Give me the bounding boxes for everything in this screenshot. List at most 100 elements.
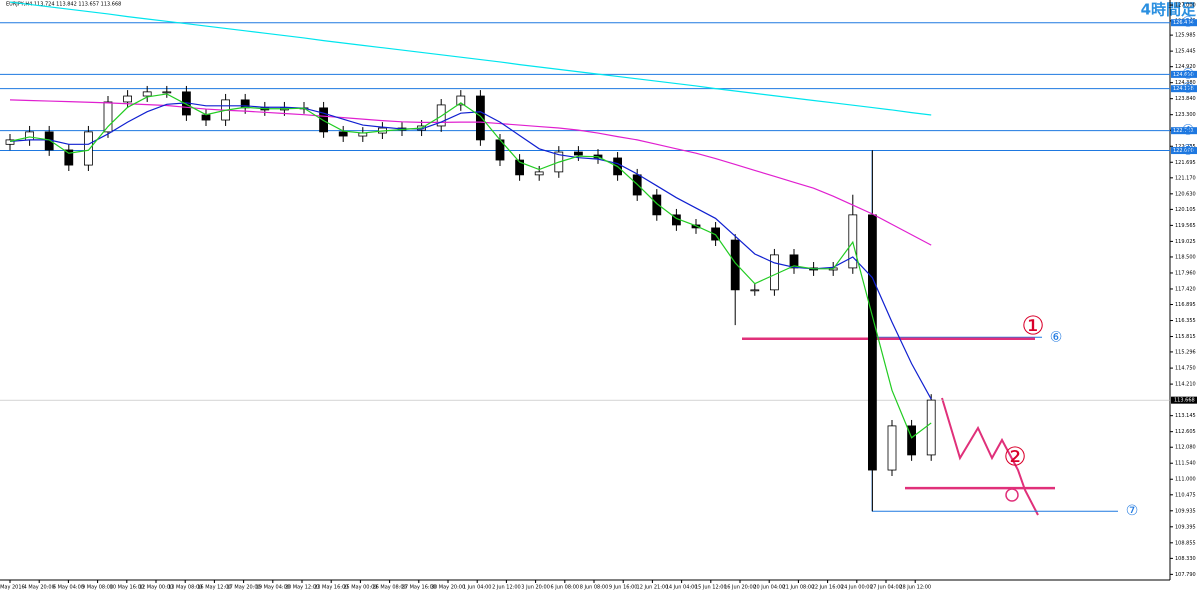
ma-line bbox=[9, 93, 932, 439]
level-label-box bbox=[1171, 70, 1197, 78]
candle-body bbox=[770, 254, 779, 291]
candle-body bbox=[515, 159, 524, 176]
x-tick-label: 28 Jun 12:00 bbox=[899, 585, 931, 591]
last-price-box bbox=[1171, 396, 1197, 404]
candle-body bbox=[240, 99, 250, 109]
x-tick-label: 20 May 12:00 bbox=[285, 585, 319, 591]
candle-body bbox=[475, 95, 485, 141]
y-tick-label: 125.445 bbox=[1175, 49, 1196, 55]
x-tick-label: 16 May 12:00 bbox=[197, 585, 231, 591]
x-tick-label: 14 Jun 04:00 bbox=[666, 585, 698, 591]
level-label: 124.660 bbox=[1173, 72, 1194, 78]
y-tick-label: 112.080 bbox=[1175, 445, 1196, 451]
candle-body bbox=[926, 399, 936, 456]
candle-body bbox=[534, 171, 544, 176]
y-tick-label: 112.605 bbox=[1175, 429, 1196, 435]
x-tick-label: 21 Jun 08:00 bbox=[783, 585, 815, 591]
candle-body bbox=[711, 227, 720, 241]
candle-body bbox=[162, 91, 172, 94]
level-label-box bbox=[1171, 85, 1197, 93]
candle-body bbox=[750, 289, 760, 292]
candle-body bbox=[84, 131, 93, 166]
level-label: 126.404 bbox=[1173, 20, 1194, 26]
x-tick-label: 8 Jun 08:00 bbox=[580, 585, 609, 591]
candle-body bbox=[201, 114, 211, 121]
y-tick-label: 117.960 bbox=[1175, 270, 1196, 276]
x-tick-label: 3 Jun 20:00 bbox=[521, 585, 550, 591]
candle-body bbox=[5, 139, 15, 145]
y-tick-label: 111.540 bbox=[1175, 461, 1196, 467]
level-label-box bbox=[1171, 19, 1197, 27]
candle-body bbox=[730, 239, 740, 291]
y-tick-label: 119.565 bbox=[1175, 223, 1196, 229]
candle-body bbox=[652, 194, 662, 216]
level-label: 122.090 bbox=[1173, 148, 1194, 154]
y-tick-label: 117.420 bbox=[1175, 286, 1196, 292]
x-tick-label: 9 Jun 16:00 bbox=[609, 585, 638, 591]
timeframe-title: 4時間足 bbox=[1141, 1, 1197, 19]
candle-body bbox=[25, 131, 35, 141]
x-tick-label: 3 May 2016 bbox=[0, 585, 25, 591]
y-tick-label: 124.380 bbox=[1175, 80, 1196, 86]
x-tick-label: 22 Jun 16:00 bbox=[812, 585, 844, 591]
ma-line bbox=[9, 1, 932, 116]
x-tick-label: 30 May 20:00 bbox=[431, 585, 465, 591]
candle-body bbox=[142, 91, 152, 97]
x-tick-label: 23 May 16:00 bbox=[314, 585, 348, 591]
x-tick-label: 25 May 00:00 bbox=[343, 585, 377, 591]
y-tick-label: 127.000 bbox=[1175, 3, 1196, 9]
level-marker: ⑥ bbox=[1050, 329, 1063, 345]
candle-body bbox=[907, 425, 916, 456]
y-tick-label: 109.935 bbox=[1175, 508, 1196, 514]
x-tick-label: 4 May 20:00 bbox=[24, 585, 55, 591]
x-tick-label: 12 May 00:00 bbox=[139, 585, 173, 591]
candle-body bbox=[887, 425, 897, 471]
y-tick-label: 109.395 bbox=[1175, 524, 1196, 530]
y-tick-label: 108.330 bbox=[1175, 556, 1196, 562]
y-tick-label: 115.296 bbox=[1175, 349, 1196, 355]
candle-body bbox=[338, 131, 348, 137]
x-tick-label: 1 Jun 04:00 bbox=[463, 585, 492, 591]
candle-body bbox=[64, 149, 74, 166]
y-tick-label: 121.170 bbox=[1175, 175, 1196, 181]
header: EURJPY,H4 113.724 113.842 113.657 113.66… bbox=[6, 2, 121, 8]
x-tick-label: 6 May 04:00 bbox=[53, 585, 84, 591]
x-tick-label: 10 May 16:00 bbox=[110, 585, 144, 591]
candle-body bbox=[574, 151, 583, 156]
y-tick-label: 116.355 bbox=[1175, 318, 1196, 324]
x-tick-label: 26 May 08:00 bbox=[372, 585, 406, 591]
y-tick-label: 110.475 bbox=[1175, 492, 1196, 498]
x-tick-label: 16 Jun 20:00 bbox=[724, 585, 756, 591]
x-tick-label: 12 Jun 21:00 bbox=[637, 585, 669, 591]
last-price-label: 113.668 bbox=[1174, 398, 1195, 404]
zigzag-drawing bbox=[941, 397, 1039, 516]
level-marker: ① bbox=[1182, 15, 1195, 31]
y-tick-label: 120.630 bbox=[1175, 191, 1196, 197]
y-tick-label: 124.920 bbox=[1175, 64, 1196, 70]
x-tick-label: 19 May 04:00 bbox=[256, 585, 290, 591]
x-tick-label: 17 May 20:00 bbox=[226, 585, 260, 591]
y-tick-label: 119.025 bbox=[1175, 239, 1196, 245]
y-tick-label: 113.145 bbox=[1175, 413, 1196, 419]
candle-body bbox=[123, 95, 132, 103]
y-tick-label: 118.500 bbox=[1175, 254, 1196, 260]
y-tick-label: 121.695 bbox=[1175, 160, 1196, 166]
y-tick-label: 107.790 bbox=[1175, 572, 1196, 578]
candle-body bbox=[103, 101, 113, 133]
level-label: 122.761 bbox=[1173, 128, 1194, 134]
x-tick-label: 9 May 08:00 bbox=[82, 585, 113, 591]
annotation: ① bbox=[1021, 312, 1044, 342]
level-marker: ④ bbox=[1182, 123, 1195, 139]
level-marker: ⑤ bbox=[1182, 143, 1195, 159]
level-label-box bbox=[1171, 147, 1197, 155]
x-tick-label: 13 May 08:00 bbox=[168, 585, 202, 591]
level-label-box bbox=[1171, 127, 1197, 135]
level-marker: ② bbox=[1182, 66, 1195, 82]
candle-body bbox=[456, 95, 466, 106]
y-tick-label: 123.840 bbox=[1175, 96, 1196, 102]
candle-body bbox=[868, 214, 877, 471]
level-label: 124.178 bbox=[1173, 86, 1194, 92]
x-tick-label: 2 Jun 12:00 bbox=[492, 585, 521, 591]
